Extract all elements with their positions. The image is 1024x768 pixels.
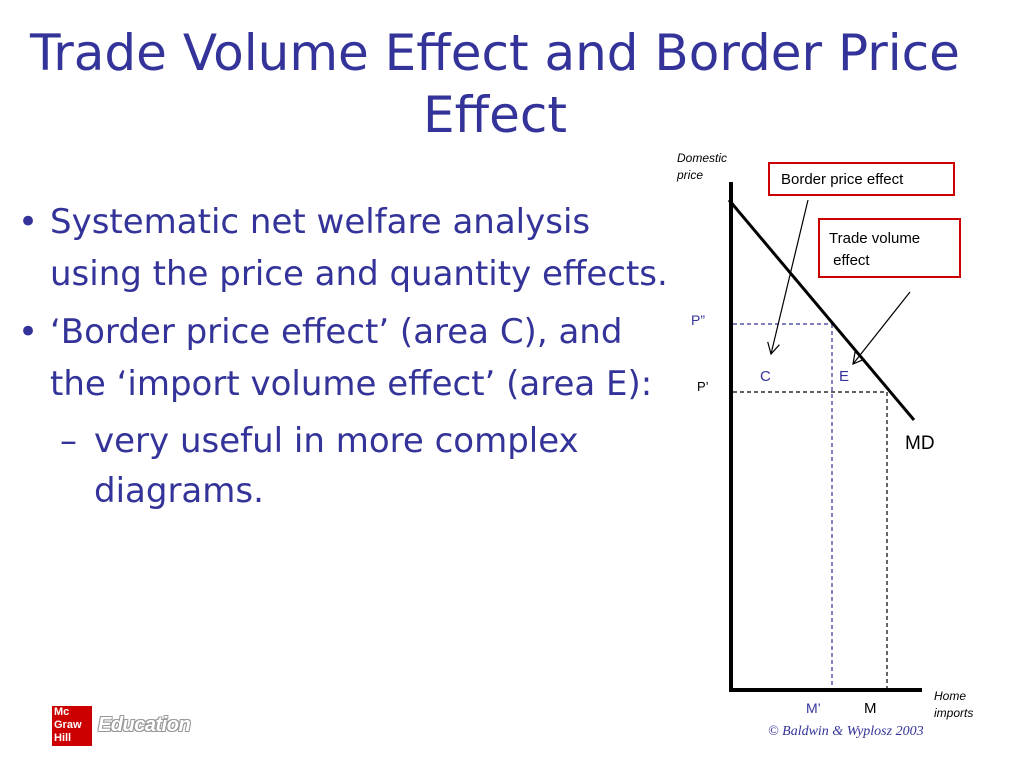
price-low-label: P’ [697,379,709,394]
mcgraw-hill-logo: Mc Graw Hill [52,706,92,746]
copyright-notice: © Baldwin & Wyplosz 2003 [768,724,924,739]
border-price-arrow [767,199,809,356]
education-wordmark: Education [98,714,191,736]
bullet-marker: • [18,202,39,242]
area-e-label: E [839,368,849,385]
sub-bullet-text: very useful in more complex diagrams. [94,421,579,511]
sub-bullet-marker: – [60,421,77,461]
trade-volume-arrow [852,291,911,365]
x-axis-label-line2: imports [934,706,973,720]
logo-line2: Graw [54,719,82,731]
md-curve-label: MD [905,433,935,454]
quantity-low-label: M’ [806,700,821,716]
x-axis-label-line1: Home [934,689,966,703]
trade-volume-callout: Trade volume effect [818,218,961,278]
border-price-callout-text: Border price effect [781,171,904,188]
y-axis-label-line1: Domestic [677,151,727,165]
slide-title: Trade Volume Effect and Border Price Eff… [30,24,960,144]
y-axis-label-line2: price [676,168,703,182]
price-high-label: P” [691,312,705,328]
logo-line1: Mc [54,706,70,718]
bullet-marker: • [18,312,39,352]
sub-bullet-item: – very useful in more complex diagrams. [14,416,674,516]
md-curve [727,199,916,421]
bullet-text: ‘Border price effect’ (area C), and the … [50,312,653,404]
bullet-item: • Systematic net welfare analysis using … [14,196,674,300]
quantity-high-label: M [864,700,877,717]
trade-volume-callout-line1: Trade volume [829,230,921,247]
trade-volume-callout-line2: effect [829,252,870,269]
area-c-label: C [760,368,771,385]
bullet-item: • ‘Border price effect’ (area C), and th… [14,306,674,410]
logo-line3: Hill [54,732,72,744]
bullet-list: • Systematic net welfare analysis using … [14,196,674,516]
bullet-text: Systematic net welfare analysis using th… [50,202,668,294]
border-price-callout: Border price effect [768,162,955,196]
